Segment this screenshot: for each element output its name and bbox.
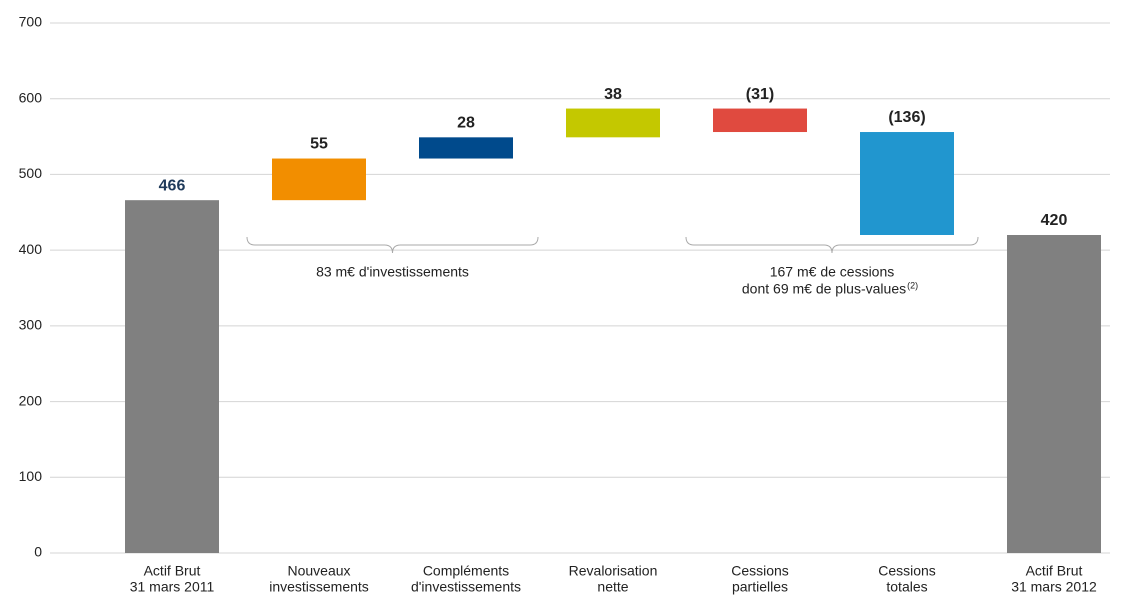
value-label: 420 (1041, 212, 1068, 229)
annotation-text: 83 m€ d'investissements (316, 264, 469, 280)
value-label: 28 (457, 115, 475, 132)
x-tick-label: Cessions (731, 563, 789, 579)
x-tick-label: investissements (269, 579, 369, 595)
y-tick-label: 200 (19, 392, 43, 408)
annotation-note: (2) (907, 280, 918, 290)
x-tick-label: Actif Brut (144, 563, 201, 579)
x-tick-label: Nouveaux (287, 563, 350, 579)
x-tick-label: partielles (732, 579, 788, 595)
value-label: (136) (888, 109, 925, 126)
annotation-text: dont 69 m€ de plus-values (742, 281, 906, 297)
y-tick-label: 700 (19, 14, 43, 30)
value-label: 466 (159, 177, 186, 194)
bar (125, 200, 219, 553)
value-label: 55 (310, 136, 328, 153)
annotation-text: 167 m€ de cessions (770, 264, 895, 280)
value-label: (31) (746, 86, 774, 103)
y-tick-label: 300 (19, 317, 43, 333)
value-label: 38 (604, 86, 622, 103)
bar (713, 108, 807, 133)
bar (1007, 235, 1101, 553)
x-tick-label: nette (597, 579, 628, 595)
y-tick-label: 0 (34, 544, 42, 560)
bar (860, 132, 954, 235)
brace (246, 236, 539, 254)
x-tick-label: totales (886, 579, 927, 595)
brace (685, 236, 979, 254)
x-tick-label: Revalorisation (569, 563, 658, 579)
x-tick-label: Compléments (423, 563, 509, 579)
y-tick-label: 100 (19, 468, 43, 484)
x-tick-label: Cessions (878, 563, 936, 579)
x-tick-label: 31 mars 2012 (1011, 579, 1097, 595)
x-tick-label: 31 mars 2011 (130, 579, 215, 595)
y-tick-label: 600 (19, 89, 43, 105)
bar (419, 137, 513, 159)
x-tick-label: Actif Brut (1026, 563, 1083, 579)
y-tick-label: 500 (19, 165, 43, 181)
y-tick-label: 400 (19, 241, 43, 257)
x-tick-label: d'investissements (411, 579, 521, 595)
bar (566, 108, 660, 138)
bar (272, 158, 366, 201)
